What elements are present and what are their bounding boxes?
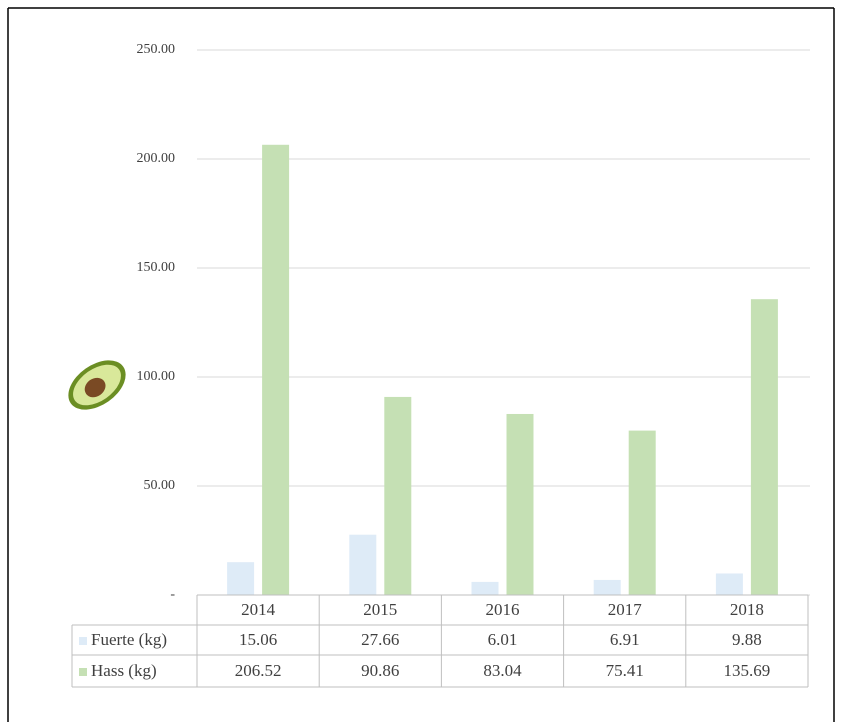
x-tick-label: 2017	[608, 600, 643, 619]
y-tick-label: 200.00	[137, 151, 176, 166]
table-value: 27.66	[361, 630, 399, 649]
frame	[7, 7, 835, 722]
y-tick-label: 100.00	[137, 369, 176, 384]
avocado-icon	[68, 360, 126, 410]
bar	[349, 534, 377, 595]
bar	[750, 299, 778, 595]
bar	[384, 396, 412, 595]
table-value: 206.52	[235, 661, 282, 680]
x-tick-label: 2016	[486, 600, 520, 619]
legend-swatch	[79, 637, 87, 645]
bar	[628, 430, 656, 595]
y-tick-label: 250.00	[137, 42, 176, 57]
legend-label: Fuerte (kg)	[91, 630, 167, 649]
legend-label: Hass (kg)	[91, 661, 157, 680]
bar	[227, 562, 255, 595]
table-value: 75.41	[606, 661, 644, 680]
y-tick-label: 50.00	[144, 478, 176, 493]
avocado-pit	[84, 377, 106, 398]
legend-swatch	[79, 668, 87, 676]
table-value: 135.69	[724, 661, 771, 680]
x-tick-label: 2015	[363, 600, 397, 619]
bar	[471, 581, 499, 595]
table-value: 6.91	[610, 630, 640, 649]
bar	[593, 579, 621, 595]
table-value: 83.04	[483, 661, 522, 680]
table-value: 9.88	[732, 630, 762, 649]
x-tick-label: 2014	[241, 600, 276, 619]
bar	[715, 573, 743, 595]
table-value: 6.01	[488, 630, 518, 649]
bar	[262, 144, 290, 595]
table-value: 15.06	[239, 630, 277, 649]
x-tick-label: 2018	[730, 600, 764, 619]
bar	[506, 413, 534, 595]
y-tick-label: 150.00	[137, 260, 176, 275]
y-tick-label: -	[170, 587, 175, 602]
table-value: 90.86	[361, 661, 399, 680]
